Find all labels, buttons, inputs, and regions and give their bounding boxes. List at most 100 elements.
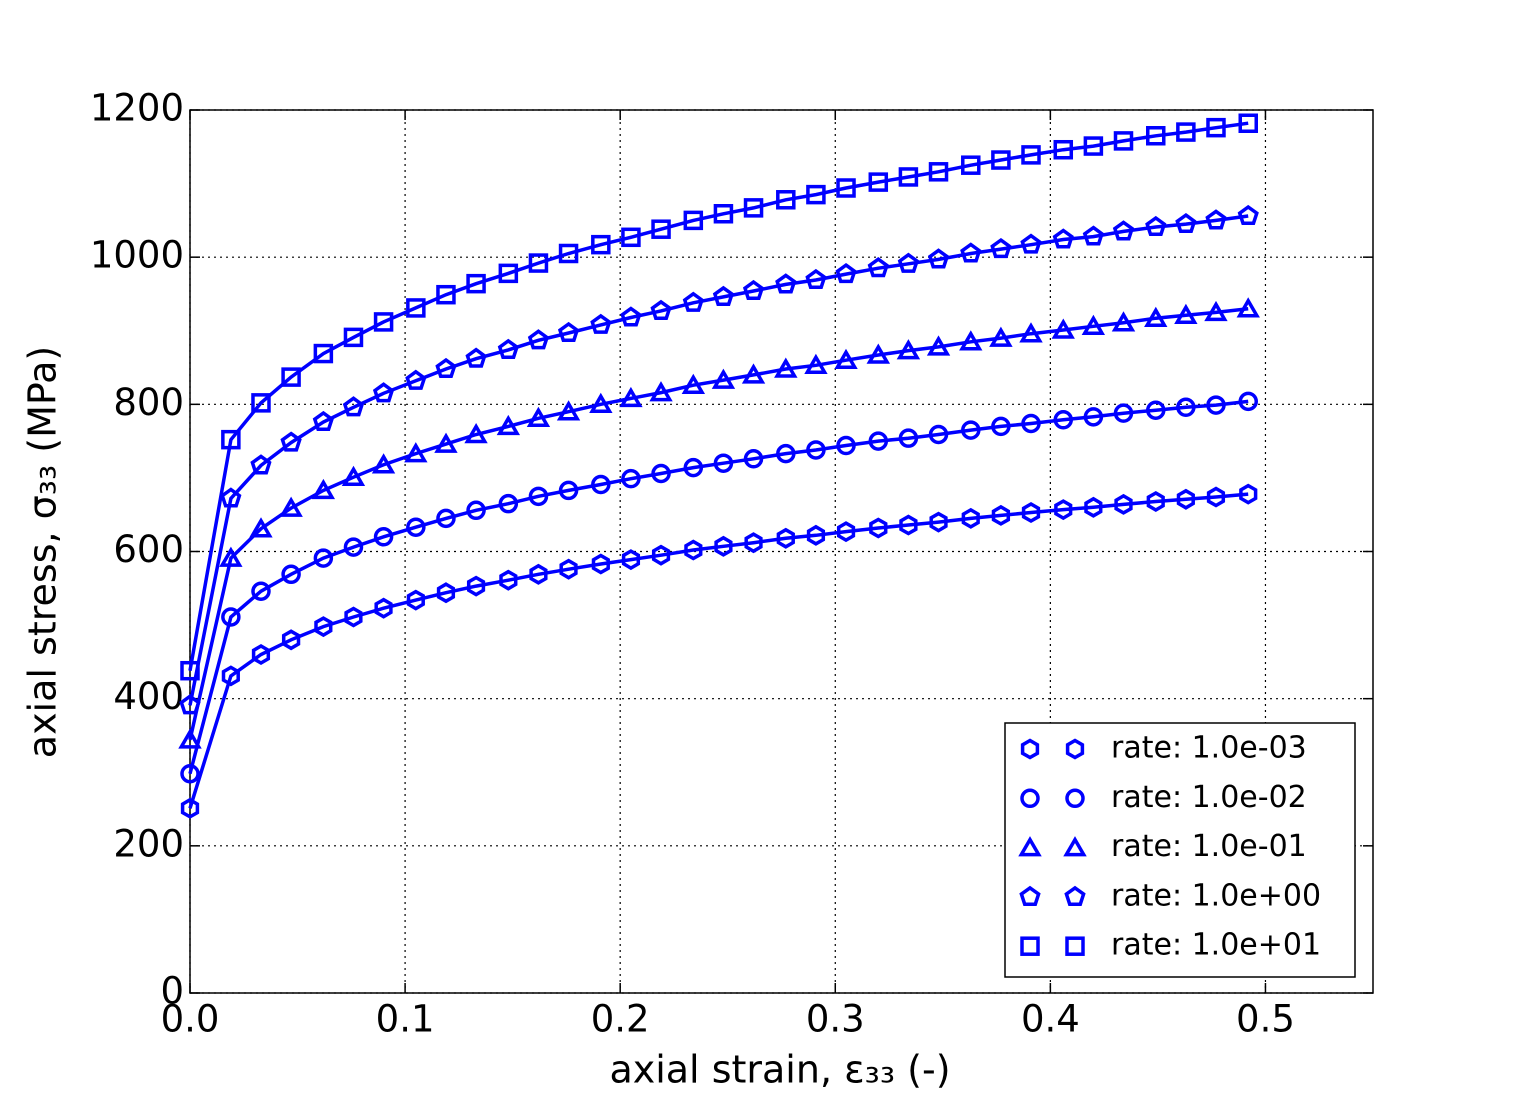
data-point: [651, 544, 671, 566]
data-point: [558, 480, 579, 501]
data-point: [406, 589, 425, 611]
data-point: [371, 453, 396, 474]
data-point: [372, 382, 395, 403]
data-point: [1144, 306, 1168, 327]
data-point: [496, 414, 521, 436]
legend-label: rate: 1.0e-02: [1111, 780, 1307, 815]
data-point: [1237, 204, 1259, 225]
data-point: [991, 416, 1011, 437]
series-line: [188, 121, 1249, 672]
data-point: [341, 465, 366, 486]
data-point: [959, 330, 983, 351]
data-point: [1206, 486, 1226, 508]
data-point: [344, 606, 363, 628]
data-point: [373, 527, 394, 547]
data-point: [651, 463, 671, 484]
data-point: [343, 327, 364, 348]
data-point: [681, 373, 706, 394]
data-point: [251, 581, 271, 601]
data-point: [465, 347, 487, 368]
data-point: [1083, 407, 1104, 427]
data-point: [314, 616, 333, 638]
data-point: [436, 284, 456, 305]
data-point: [961, 155, 981, 175]
x-axis-label: axial strain, ε₃₃ (-): [609, 1048, 950, 1092]
x-tick-label: 0.1: [376, 998, 435, 1041]
data-point: [591, 474, 611, 495]
data-point: [313, 343, 334, 364]
legend-marker: [1018, 836, 1042, 857]
data-point: [179, 694, 201, 715]
data-point: [589, 392, 613, 414]
data-point: [557, 321, 580, 342]
data-point: [744, 532, 763, 554]
data-point: [804, 353, 828, 375]
data-point: [1111, 311, 1136, 332]
data-point: [897, 252, 920, 273]
data-point: [558, 243, 579, 264]
data-point: [1053, 410, 1074, 430]
data-point: [620, 306, 642, 327]
data-point: [774, 357, 798, 378]
data-point: [898, 167, 919, 187]
data-point: [1113, 403, 1134, 423]
data-point: [219, 546, 243, 567]
series-line: [188, 492, 1249, 809]
data-point: [621, 468, 641, 489]
data-point: [528, 253, 549, 273]
data-point: [406, 298, 426, 318]
data-point: [682, 291, 704, 312]
data-point: [929, 511, 948, 533]
data-point: [405, 369, 427, 390]
legend-marker: [1019, 885, 1041, 906]
data-point: [466, 500, 486, 521]
data-point: [989, 326, 1013, 347]
data-point: [899, 514, 918, 536]
data-point: [1020, 233, 1042, 254]
data-point: [776, 527, 795, 549]
data-point: [1145, 215, 1167, 237]
data-point: [928, 162, 949, 182]
data-point: [559, 558, 578, 580]
data-point: [743, 198, 764, 218]
data-point: [498, 493, 519, 514]
data-point: [743, 449, 764, 469]
data-point: [281, 564, 301, 585]
y-tick-label: 600: [113, 528, 184, 571]
data-point: [1019, 322, 1043, 343]
data-point: [1204, 300, 1228, 322]
x-tick-label: 0.4: [1021, 998, 1080, 1041]
data-point: [1146, 490, 1165, 513]
data-point: [1021, 413, 1041, 434]
data-point: [529, 563, 548, 585]
data-point: [180, 660, 200, 681]
data-point: [1175, 212, 1197, 234]
data-point: [280, 431, 302, 452]
data-point: [374, 597, 393, 619]
data-point: [990, 237, 1012, 259]
legend-label: rate: 1.0e+00: [1111, 878, 1321, 913]
data-point: [342, 396, 365, 417]
data-point: [1176, 122, 1196, 142]
data-point: [1176, 488, 1195, 510]
data-point: [250, 454, 272, 475]
data-point: [178, 728, 202, 749]
data-point: [619, 386, 643, 408]
data-point: [1239, 483, 1258, 505]
data-point: [1238, 113, 1258, 133]
data-point: [868, 172, 889, 192]
data-point: [221, 607, 241, 627]
legend-marker: [1065, 738, 1085, 760]
plot-frame: [189, 109, 1374, 994]
data-point: [896, 339, 921, 360]
series-line: [188, 214, 1249, 706]
y-tick-label: 400: [113, 675, 184, 718]
data-point: [221, 429, 241, 450]
data-point: [1054, 499, 1073, 521]
data-point: [221, 665, 240, 687]
data-point: [713, 204, 734, 224]
data-point: [651, 219, 671, 239]
data-point: [311, 478, 336, 500]
data-point: [742, 279, 765, 301]
